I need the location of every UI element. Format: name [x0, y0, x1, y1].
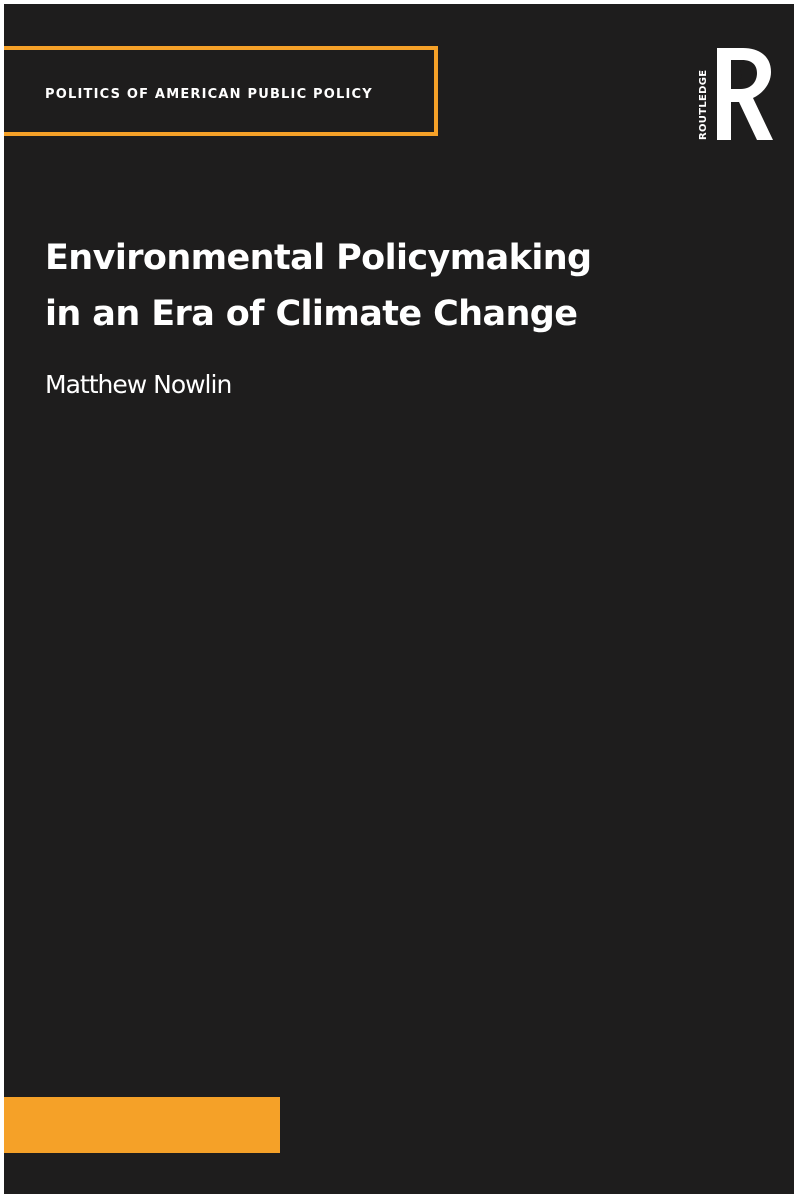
- title-line-2: in an Era of Climate Change: [45, 294, 578, 334]
- book-title: Environmental Policymaking in an Era of …: [45, 230, 592, 342]
- svg-text:ROUTLEDGE: ROUTLEDGE: [698, 70, 709, 140]
- series-name: POLITICS OF AMERICAN PUBLIC POLICY: [45, 87, 373, 102]
- accent-bar: [4, 1097, 280, 1153]
- routledge-r-logo-icon: [717, 48, 773, 140]
- author-name: Matthew Nowlin: [45, 370, 232, 399]
- publisher-wordmark: ROUTLEDGE: [698, 70, 709, 140]
- book-cover: POLITICS OF AMERICAN PUBLIC POLICY ROUTL…: [4, 4, 794, 1194]
- title-line-1: Environmental Policymaking: [45, 238, 592, 278]
- series-frame: [4, 46, 438, 136]
